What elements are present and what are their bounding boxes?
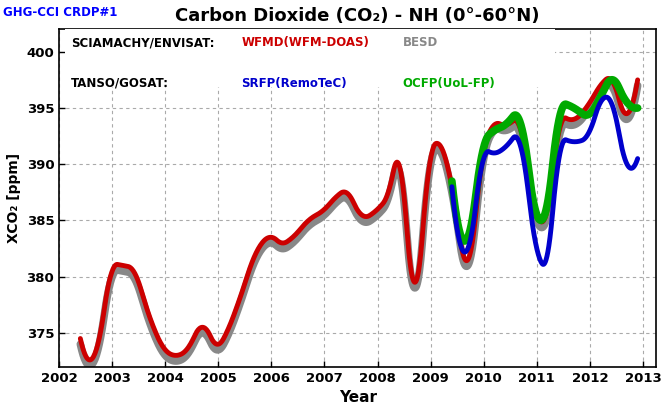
Text: TANSO/GOSAT:: TANSO/GOSAT: — [71, 77, 169, 89]
FancyBboxPatch shape — [65, 6, 555, 87]
Title: Carbon Dioxide (CO₂) - NH (0°-60°N): Carbon Dioxide (CO₂) - NH (0°-60°N) — [176, 7, 540, 25]
Text: SRFP(RemoTeC): SRFP(RemoTeC) — [241, 77, 347, 89]
Text: GHG-CCI CRDP#1: GHG-CCI CRDP#1 — [3, 6, 118, 19]
Y-axis label: XCO₂ [ppm]: XCO₂ [ppm] — [7, 153, 21, 243]
Text: WFMD(WFM-DOAS): WFMD(WFM-DOAS) — [241, 36, 369, 49]
X-axis label: Year: Year — [338, 390, 377, 405]
Text: BESD: BESD — [403, 36, 438, 49]
Text: OCFP(UoL-FP): OCFP(UoL-FP) — [403, 77, 495, 89]
Text: SCIAMACHY/ENVISAT:: SCIAMACHY/ENVISAT: — [71, 36, 214, 49]
